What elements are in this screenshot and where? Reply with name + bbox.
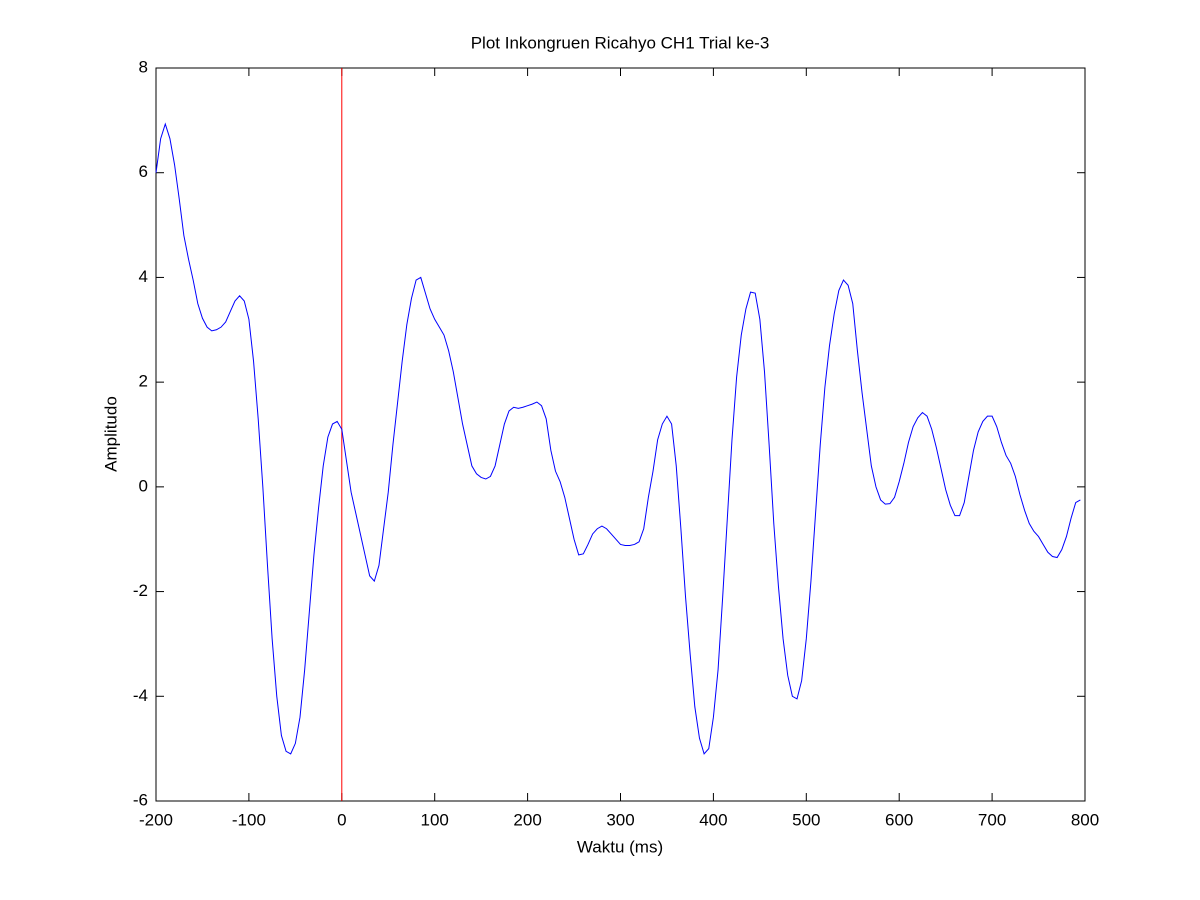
x-tick-label: 600: [885, 810, 913, 829]
x-tick-label: 300: [606, 810, 634, 829]
x-tick-label: 700: [978, 810, 1006, 829]
x-tick-label: 200: [513, 810, 541, 829]
x-tick-label: -100: [232, 810, 266, 829]
data-line: [155, 122, 1081, 755]
y-axis-label: Amplitudo: [101, 396, 120, 472]
y-tick-label: 2: [139, 372, 148, 391]
x-tick-label: 0: [337, 810, 346, 829]
y-tick-label: 8: [139, 57, 148, 76]
y-tick-label: 4: [139, 267, 148, 286]
y-tick-label: -6: [133, 790, 148, 809]
y-tick-label: -2: [133, 581, 148, 600]
x-tick-label: -200: [139, 810, 173, 829]
x-tick-label: 400: [699, 810, 727, 829]
y-tick-label: 6: [139, 162, 148, 181]
x-tick-label: 800: [1071, 810, 1099, 829]
axes-box: [155, 67, 1086, 802]
y-tick-label: 0: [139, 476, 148, 495]
y-tick-label: -4: [133, 686, 148, 705]
chart-title: Plot Inkongruen Ricahyo CH1 Trial ke-3: [471, 33, 770, 52]
x-tick-label: 500: [792, 810, 820, 829]
x-axis-label: Waktu (ms): [577, 837, 663, 856]
x-tick-label: 100: [421, 810, 449, 829]
